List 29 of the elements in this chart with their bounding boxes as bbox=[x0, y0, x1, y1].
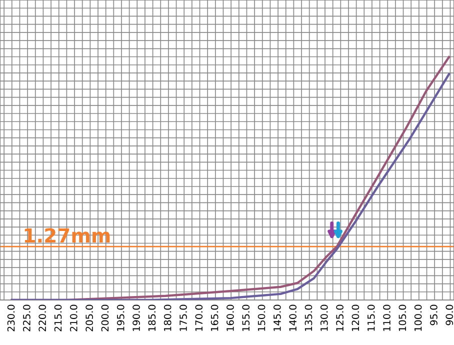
x-tick-label: 135.0 bbox=[304, 304, 312, 331]
x-tick-label: 175.0 bbox=[180, 304, 187, 331]
x-tick-label: 140.0 bbox=[289, 304, 297, 331]
x-tick-label: 125.0 bbox=[336, 304, 344, 331]
x-tick-label: 145.0 bbox=[274, 304, 281, 331]
x-tick-label: 90.0 bbox=[446, 304, 454, 326]
x-tick-label: 190.0 bbox=[132, 304, 140, 331]
x-tick-label: 220.0 bbox=[38, 304, 46, 332]
x-tick-label: 110.0 bbox=[383, 304, 390, 331]
x-tick-label: 130.0 bbox=[320, 304, 328, 331]
x-tick-label: 195.0 bbox=[116, 304, 124, 331]
x-tick-label: 185.0 bbox=[148, 304, 156, 331]
x-tick-label: 100.0 bbox=[414, 304, 422, 331]
x-tick-label: 215.0 bbox=[54, 304, 62, 332]
x-tick-label: 205.0 bbox=[86, 304, 93, 332]
x-tick-label: 95.0 bbox=[430, 304, 438, 326]
x-tick-label: 165.0 bbox=[210, 304, 218, 331]
x-tick-label: 210.0 bbox=[70, 304, 78, 332]
x-tick-label: 170.0 bbox=[195, 304, 203, 331]
x-tick-label: 155.0 bbox=[242, 304, 250, 331]
x-tick-label: 200.0 bbox=[101, 304, 109, 332]
x-tick-label: 150.0 bbox=[258, 304, 266, 331]
x-tick-label: 120.0 bbox=[352, 304, 360, 331]
x-tick-label: 230.0 bbox=[7, 304, 15, 332]
x-tick-label: 115.0 bbox=[367, 304, 375, 331]
x-tick-label: 160.0 bbox=[226, 304, 234, 331]
x-tick-label: 225.0 bbox=[23, 304, 30, 332]
x-tick-label: 180.0 bbox=[164, 304, 172, 331]
x-tick-label: 105.0 bbox=[398, 304, 406, 331]
